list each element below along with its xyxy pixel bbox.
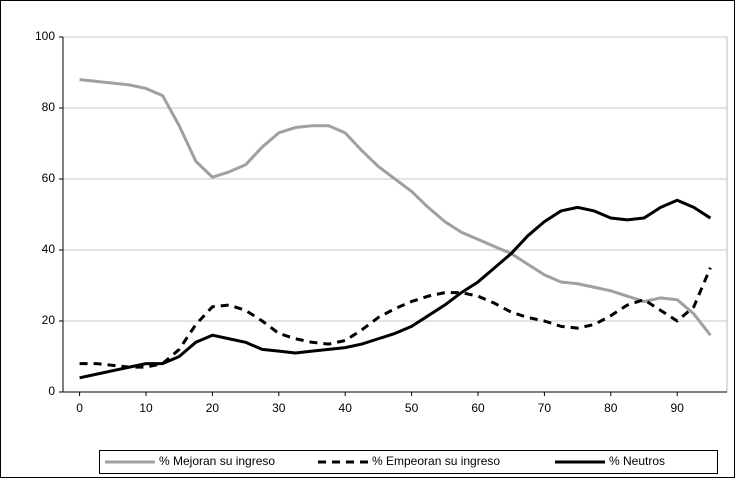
y-tick-label: 40 [42, 242, 56, 256]
plot-area [62, 36, 728, 393]
y-tick-label: 20 [42, 313, 56, 327]
series-line [79, 78, 712, 337]
x-tick-label: 0 [76, 401, 83, 415]
x-tick-label: 90 [671, 401, 685, 415]
legend-label: % Empeoran su ingreso [372, 454, 500, 468]
x-tick-label: 40 [339, 401, 353, 415]
y-tick-label: 0 [48, 384, 55, 398]
legend-label: % Mejoran su ingreso [159, 454, 275, 468]
legend-label: % Neutros [609, 454, 665, 468]
series-line [79, 198, 712, 380]
legend-box [99, 450, 718, 474]
series-line [79, 267, 712, 369]
x-tick-label: 10 [139, 401, 153, 415]
x-tick-label: 20 [206, 401, 220, 415]
y-tick-label: 80 [42, 100, 56, 114]
x-tick-label: 30 [272, 401, 286, 415]
x-tick-label: 80 [604, 401, 618, 415]
y-tick-label: 60 [42, 171, 56, 185]
x-tick-label: 70 [538, 401, 552, 415]
x-tick-label: 50 [405, 401, 419, 415]
y-tick-label: 100 [35, 29, 55, 43]
x-tick-label: 60 [471, 401, 485, 415]
